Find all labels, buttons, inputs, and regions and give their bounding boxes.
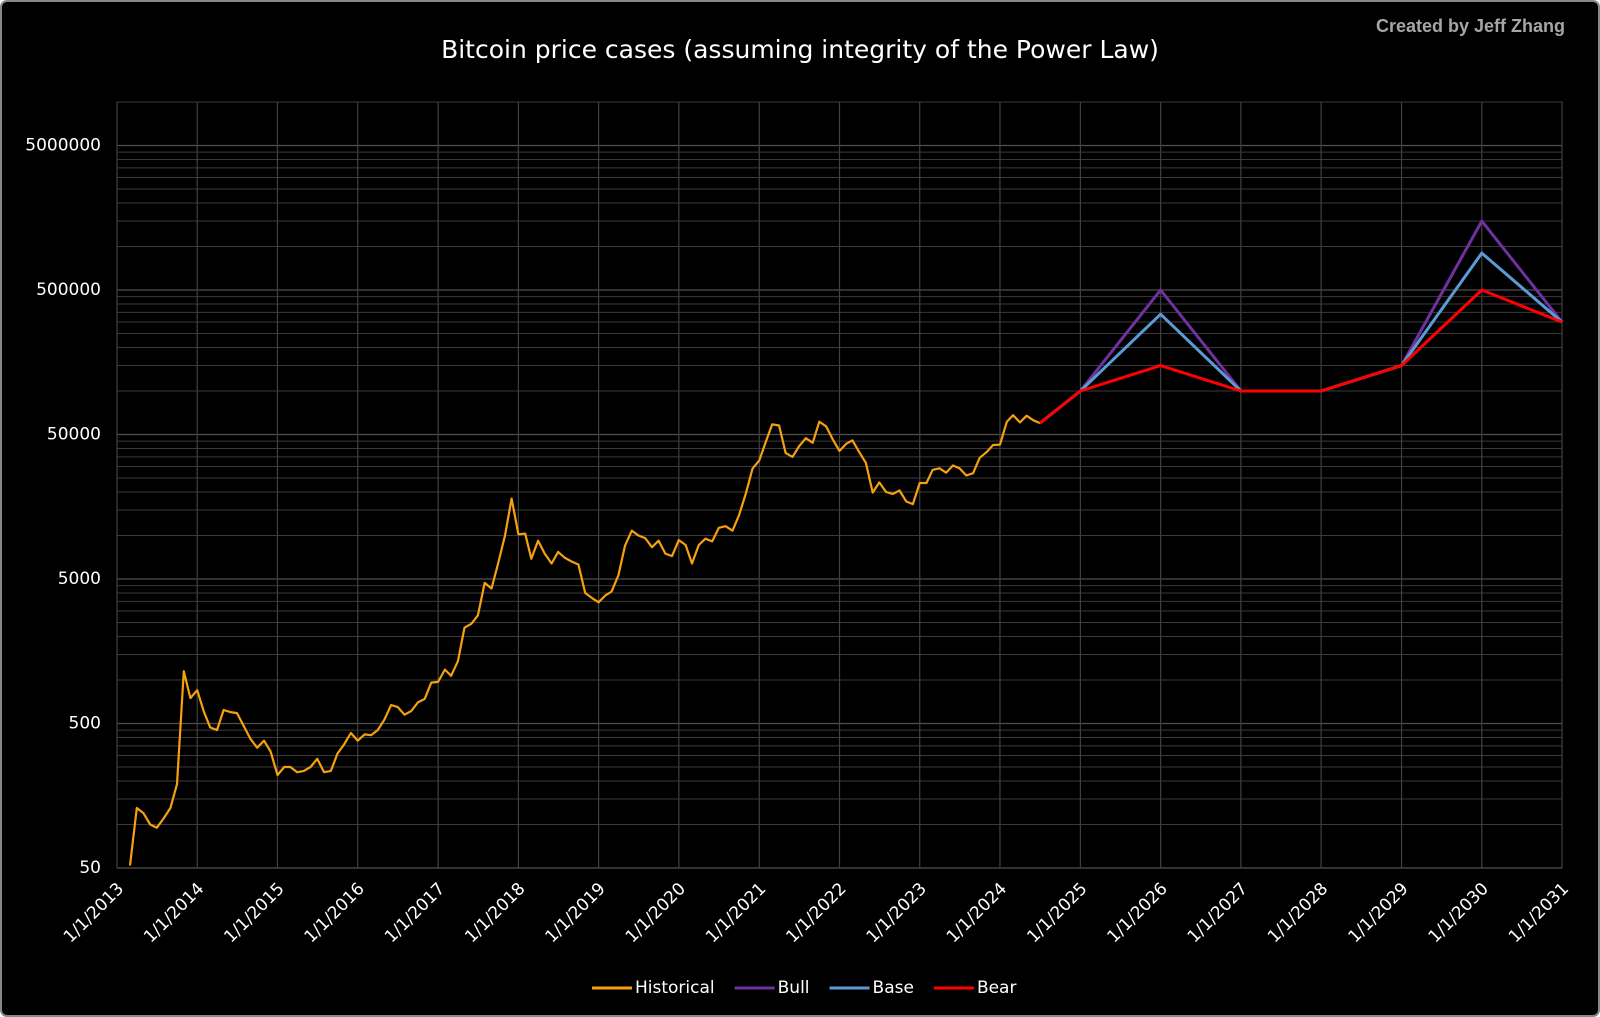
chart-title: Bitcoin price cases (assuming integrity … [441,35,1159,64]
legend-label: Historical [635,978,715,998]
y-tick-label: 50000 [47,424,101,444]
legend-label: Bear [977,978,1017,998]
y-tick-label: 500000 [36,280,101,300]
legend-label: Base [873,978,914,998]
legend: Historical Bull Base Bear [592,978,1016,998]
credit: Created by Jeff Zhang [1376,16,1565,36]
series-line [128,414,1041,866]
legend-label: Bull [778,978,810,998]
y-tick-label: 5000000 [25,135,101,155]
y-tick-label: 50 [79,858,101,878]
y-tick-label: 5000 [58,569,101,589]
series-line [1039,288,1563,425]
y-tick-label: 500 [69,713,101,733]
